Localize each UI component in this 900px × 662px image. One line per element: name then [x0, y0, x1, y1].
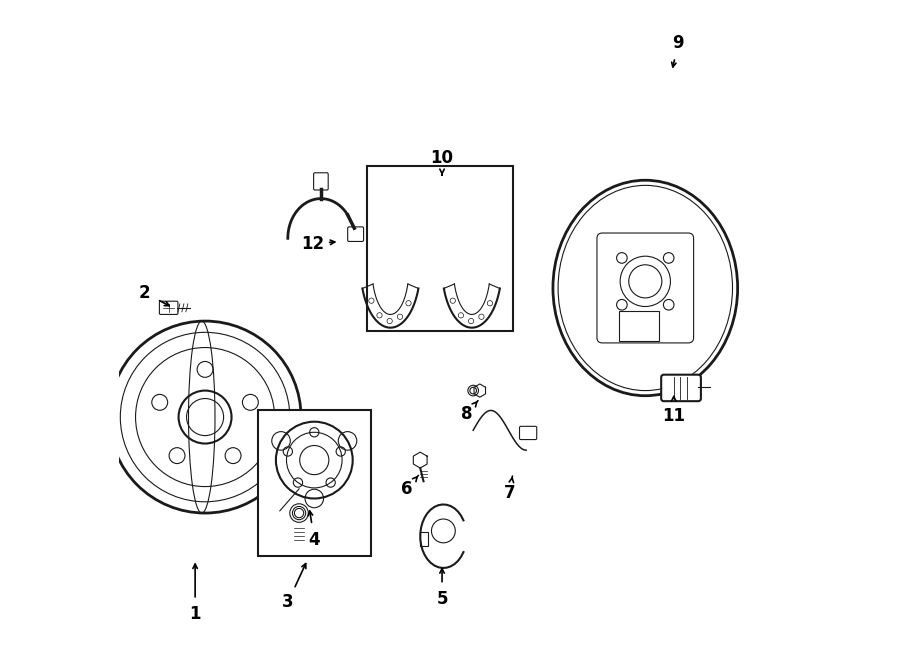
Text: 11: 11	[662, 406, 685, 425]
Text: 2: 2	[139, 283, 150, 302]
Text: 1: 1	[189, 605, 201, 624]
FancyBboxPatch shape	[597, 233, 694, 343]
Text: 4: 4	[309, 530, 320, 549]
FancyBboxPatch shape	[313, 173, 328, 190]
FancyBboxPatch shape	[519, 426, 536, 440]
FancyBboxPatch shape	[662, 375, 701, 401]
Text: 12: 12	[301, 234, 324, 253]
Bar	[258, 410, 371, 556]
Text: 5: 5	[436, 590, 448, 608]
Text: 3: 3	[282, 593, 293, 612]
Text: 8: 8	[461, 404, 472, 423]
Bar	[420, 532, 428, 546]
Text: 10: 10	[430, 148, 454, 167]
FancyBboxPatch shape	[159, 301, 178, 314]
Text: 7: 7	[504, 484, 516, 502]
Bar	[367, 166, 513, 331]
Text: 9: 9	[672, 34, 684, 52]
FancyBboxPatch shape	[347, 227, 364, 242]
Bar	[619, 311, 659, 341]
Text: 6: 6	[401, 479, 413, 498]
